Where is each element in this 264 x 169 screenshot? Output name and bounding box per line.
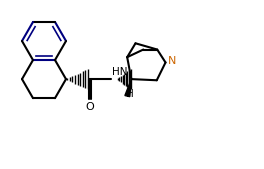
Text: O: O bbox=[86, 102, 95, 112]
Text: HN: HN bbox=[112, 67, 128, 77]
Text: H: H bbox=[126, 89, 134, 99]
Text: N: N bbox=[168, 56, 176, 66]
Polygon shape bbox=[125, 79, 131, 97]
